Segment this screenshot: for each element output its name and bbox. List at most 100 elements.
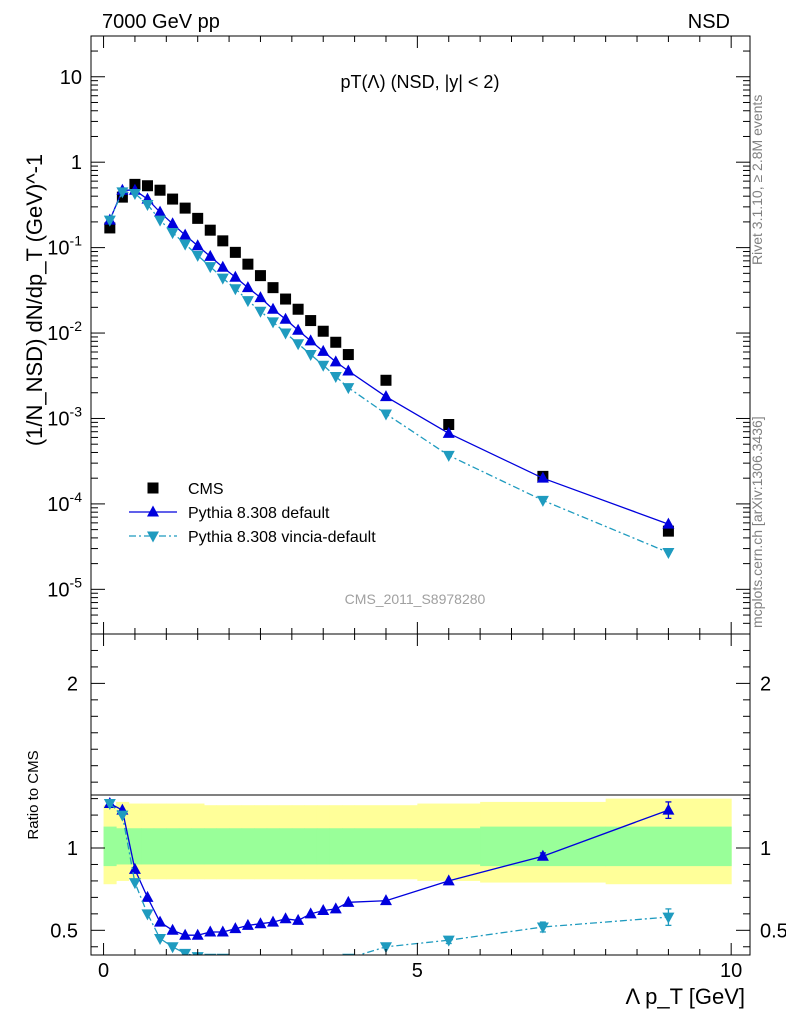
ratio-frame [90,633,751,956]
data-point [241,281,254,293]
data-point [254,291,267,303]
analysis-tag: CMS_2011_S8978280 [345,591,486,607]
inner-band [116,828,130,865]
ratio-point [662,803,675,815]
data-point [342,349,354,361]
ratio-point [304,907,317,919]
inner-band [605,826,732,867]
data-point [267,317,280,329]
ratio-y-tick-label-right: 2 [760,673,771,695]
ratio-point [128,878,141,890]
ratio-point [329,902,342,914]
ratio-point [242,955,254,966]
legend-marker [147,505,159,517]
ratio-point [379,942,392,954]
data-point [179,239,192,251]
inner-band [216,828,230,865]
data-point [442,426,455,438]
inner-band [266,828,280,865]
data-point [103,215,116,227]
data-point [166,217,179,229]
ratio-point [305,955,317,966]
data-point [536,495,549,507]
data-point [254,270,266,282]
data-point [154,184,166,196]
series-pythia-8-308-default [103,183,675,529]
y-tick-label: 10-3 [47,403,82,430]
ratio-point [154,934,167,946]
x-tick-label: 10 [720,960,742,982]
header-right: NSD [688,11,730,33]
ratio-point [179,928,192,940]
ratio-y-tick-label-left: 1 [67,838,78,860]
main-axes: 10-5 10-4 10-3 10-2 10-1 1 10 [47,35,750,635]
mcplots-label: mcplots.cern.ch [arXiv:1306.3436] [749,416,765,628]
ratio-point [103,799,116,811]
inner-band [178,828,192,865]
data-point [292,323,305,335]
ratio-y-tick-label-right: 1 [760,838,771,860]
ratio-point [154,915,167,927]
data-point [179,202,191,214]
data-point [116,187,129,199]
inner-band [279,828,293,865]
data-point [662,525,674,537]
data-point [204,262,217,274]
ratio-point [116,810,129,822]
ratio-point [191,928,204,940]
rivet-label: Rivet 3.1.10, ≥ 2.8M events [749,95,765,265]
y-tick-label: 10-5 [47,574,82,601]
ratio-y-tick-label-left: 0.5 [50,920,78,942]
data-point [216,273,229,285]
ratio-point [379,894,392,906]
data-point [536,471,549,483]
ratio-point [280,955,292,966]
ratio-plot-area [103,797,675,966]
inner-band [304,828,318,865]
ratio-line-pythia-8-308-default [109,803,669,936]
ratio-uncertainty-bands [103,798,732,885]
series-pythia-8-308-vincia-default [103,187,675,559]
ratio-point [229,955,241,966]
data-point [662,517,675,529]
series-cms [104,178,674,537]
ratio-point [330,955,342,966]
ratio-point [267,915,280,927]
data-point [104,222,116,234]
inner-band [354,828,418,865]
ratio-point [536,849,549,861]
ratio-point [536,922,549,934]
main-plot-area [103,178,675,559]
ratio-series-pythia-8-308-default [103,797,675,940]
data-point [254,306,267,318]
data-point [167,193,179,205]
y-axis-label-ratio: Ratio to CMS [25,750,42,839]
x-axis-label: Λ p_T [GeV] [626,984,745,1009]
data-point [329,355,342,367]
legend-entry-cms: CMS [147,481,224,498]
data-point [304,334,317,346]
header-left: 7000 GeV pp [102,11,220,33]
ratio-point [292,955,304,966]
ratio-point [216,925,229,937]
data-point [154,205,167,217]
inner-band [241,828,255,865]
data-point [204,249,217,261]
ratio-axes: 0 5 10 0.5 0.5 1 1 2 2 [50,634,786,982]
y-tick-label: 1 [71,152,82,174]
ratio-point [267,955,279,966]
x-tick-label: 0 [98,960,109,982]
ratio-panel: 0 5 10 0.5 0.5 1 1 2 2 Ratio to CMS Λ p_T [GeV] [25,633,786,1009]
ratio-point [317,904,330,916]
ratio-point [141,909,154,921]
legend-label: Pythia 8.308 vincia-default [188,529,376,546]
data-point [443,419,455,431]
data-point [204,224,216,236]
ratio-y-tick-label-left: 2 [67,673,78,695]
ratio-point [279,912,292,924]
ratio-point [254,955,266,966]
ratio-series-pythia-8-308-vincia-default [103,799,675,966]
data-point [342,383,355,395]
data-point [229,246,241,258]
data-point [279,328,292,340]
